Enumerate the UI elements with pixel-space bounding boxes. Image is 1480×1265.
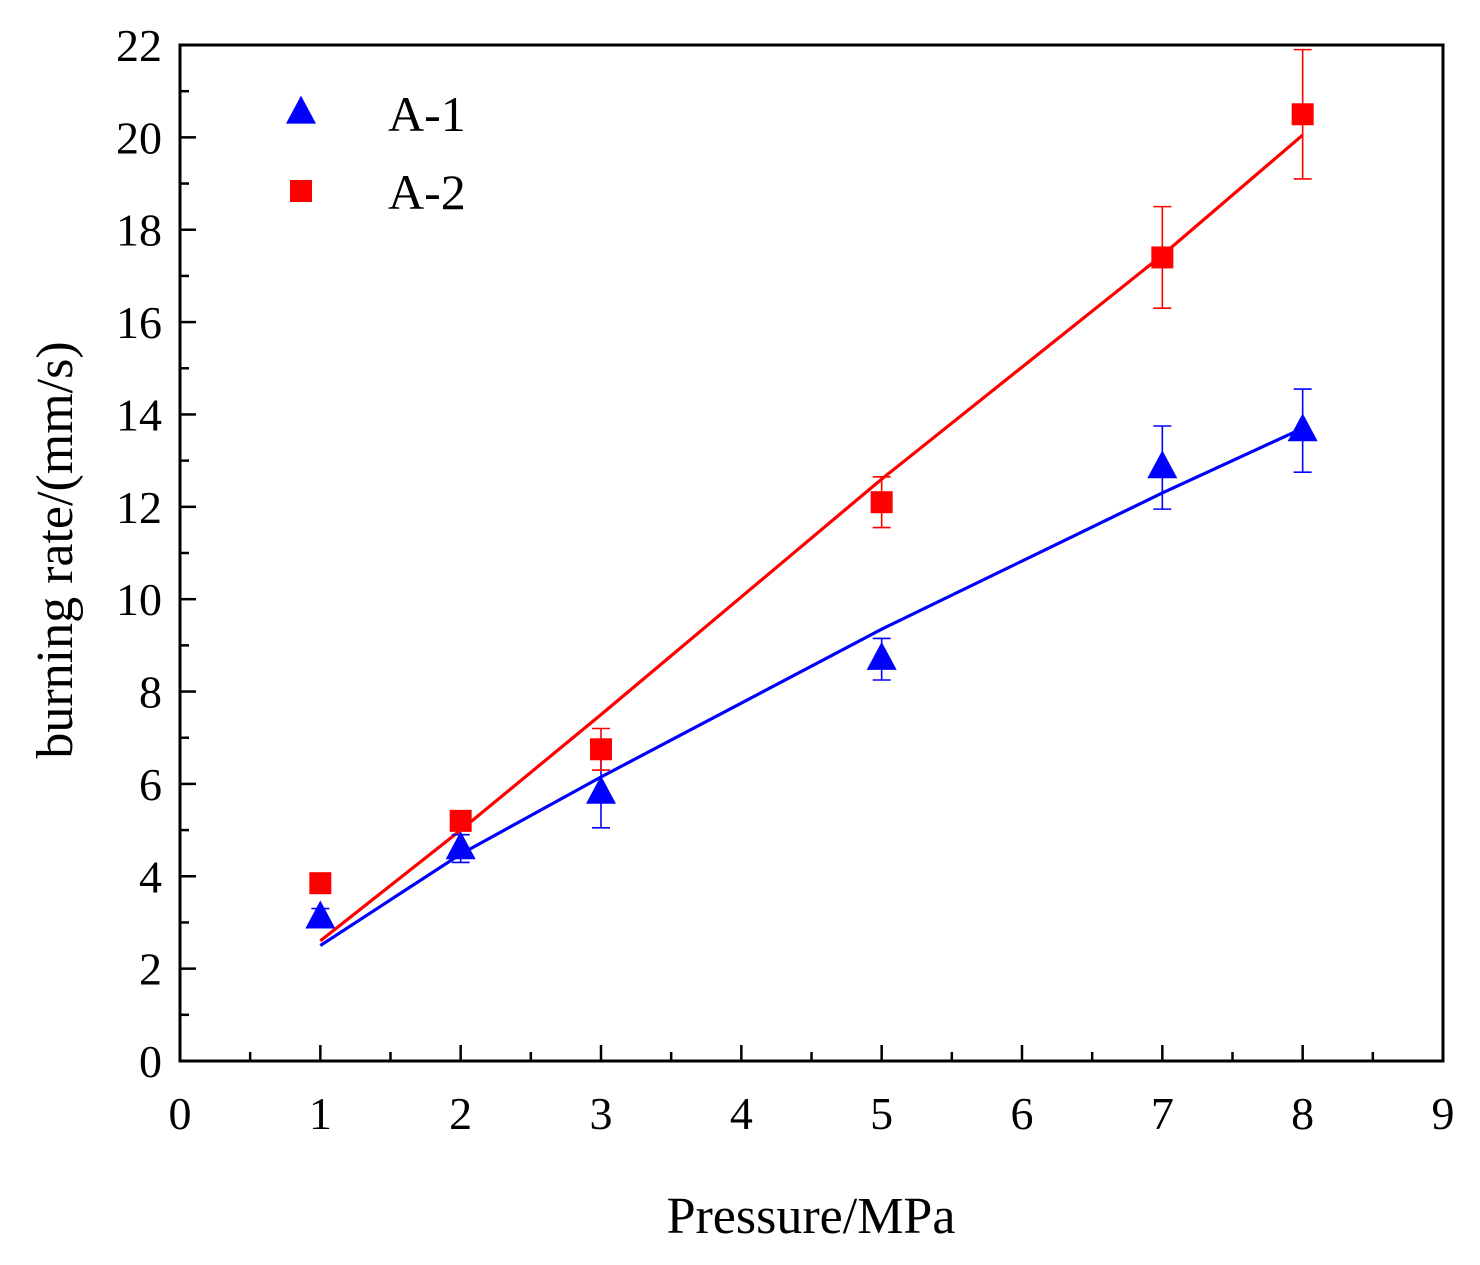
y-tick-label: 16 (116, 297, 162, 348)
x-tick-label: 7 (1151, 1088, 1174, 1139)
x-tick-label: 5 (870, 1088, 893, 1139)
x-tick-label: 6 (1011, 1088, 1034, 1139)
y-tick-label: 4 (139, 851, 162, 902)
a-2-legend-marker (290, 180, 312, 202)
x-tick-label: 0 (169, 1088, 192, 1139)
a-1-data-point (1287, 413, 1318, 442)
x-tick-label: 3 (590, 1088, 613, 1139)
y-tick-label: 0 (139, 1036, 162, 1087)
a-2-data-point (590, 738, 612, 761)
a-2-fit-line (319, 133, 1304, 943)
y-tick-label: 14 (116, 389, 162, 440)
a-2-data-point (1151, 246, 1174, 269)
a-2-data-point (309, 872, 332, 895)
a-1-data-point (586, 775, 616, 804)
y-tick-label: 22 (116, 20, 162, 71)
y-tick-label: 20 (116, 112, 162, 163)
data-points (305, 48, 1318, 929)
plot-frame (178, 43, 1445, 1063)
x-tick-label: 9 (1432, 1088, 1455, 1139)
y-axis-title: burning rate/(mm/s) (27, 341, 84, 758)
x-tick-label: 4 (730, 1088, 753, 1139)
x-axis-title: Pressure/MPa (667, 1188, 956, 1245)
x-tick-label: 8 (1291, 1088, 1314, 1139)
x-tick-label: 1 (309, 1088, 332, 1139)
a-2-data-point (449, 809, 472, 832)
y-tick-label: 8 (139, 667, 162, 718)
y-tick-label: 18 (116, 205, 162, 256)
a-2-legend-label: A-2 (388, 164, 466, 220)
a-1-data-point (866, 641, 897, 670)
a-1-fit-line (319, 426, 1304, 947)
a-1-data-point (1147, 450, 1178, 479)
a-2-data-point (870, 491, 893, 514)
a-1-legend-label: A-1 (388, 86, 466, 142)
y-tick-label: 10 (116, 574, 162, 625)
y-tick-label: 12 (116, 482, 162, 533)
fit-lines (319, 133, 1304, 947)
x-tick-label: 2 (449, 1088, 472, 1139)
a-2-data-point (1291, 103, 1314, 126)
a-1-legend-marker (286, 95, 316, 124)
legend: A-1A-2 (286, 86, 466, 220)
a-1-data-point (305, 900, 336, 929)
y-tick-label: 6 (139, 759, 162, 810)
a-1-data-point (445, 831, 476, 860)
y-tick-label: 2 (139, 944, 162, 995)
